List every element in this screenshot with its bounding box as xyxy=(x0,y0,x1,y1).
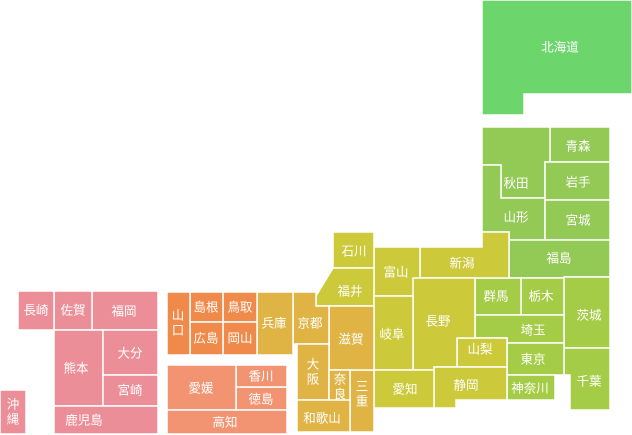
prefecture-tokushima[interactable] xyxy=(235,386,288,411)
prefecture-aichi[interactable] xyxy=(373,369,435,409)
prefecture-oita[interactable] xyxy=(102,329,159,376)
prefecture-osaka[interactable] xyxy=(296,343,330,401)
prefecture-kumamoto[interactable] xyxy=(53,329,104,407)
prefecture-ibaraki[interactable] xyxy=(563,276,611,349)
prefecture-yamanashi[interactable] xyxy=(456,337,508,368)
prefecture-ehime[interactable] xyxy=(166,364,237,411)
prefecture-miyazaki[interactable] xyxy=(102,374,159,407)
prefecture-chiba[interactable] xyxy=(563,347,611,411)
prefecture-shizuoka[interactable] xyxy=(433,366,508,409)
prefecture-wakayama[interactable] xyxy=(296,399,351,433)
prefecture-hokkaido[interactable] xyxy=(481,0,632,116)
prefecture-shiga[interactable] xyxy=(328,305,375,371)
prefecture-saga[interactable] xyxy=(53,290,93,331)
prefecture-yamaguchi[interactable] xyxy=(166,291,191,356)
prefecture-niigata[interactable] xyxy=(419,231,510,279)
prefecture-hiroshima[interactable] xyxy=(189,321,224,356)
prefecture-gifu[interactable] xyxy=(373,295,414,371)
prefecture-mie[interactable] xyxy=(349,369,375,433)
prefecture-miyagi[interactable] xyxy=(544,199,611,241)
prefecture-fukui[interactable] xyxy=(315,267,375,307)
prefecture-iwate[interactable] xyxy=(544,161,611,201)
prefecture-kochi[interactable] xyxy=(166,409,288,435)
prefecture-kagawa[interactable] xyxy=(235,364,288,388)
prefecture-fukuoka[interactable] xyxy=(91,290,159,331)
prefecture-kanagawa[interactable] xyxy=(506,374,556,401)
prefecture-tottori[interactable] xyxy=(222,291,258,323)
prefecture-kagoshima[interactable] xyxy=(53,405,159,435)
prefecture-tochigi[interactable] xyxy=(520,277,565,316)
prefecture-tokyo[interactable] xyxy=(506,342,565,376)
prefecture-gunma[interactable] xyxy=(474,277,522,316)
prefecture-ishikawa[interactable] xyxy=(332,231,375,269)
prefecture-okinawa[interactable] xyxy=(0,389,27,435)
prefecture-shimane[interactable] xyxy=(189,291,224,323)
prefecture-hyogo[interactable] xyxy=(256,291,294,356)
prefecture-fukushima[interactable] xyxy=(508,239,611,279)
prefecture-nagasaki[interactable] xyxy=(17,290,55,331)
prefecture-okayama[interactable] xyxy=(222,321,258,356)
prefecture-aomori[interactable] xyxy=(549,126,611,163)
